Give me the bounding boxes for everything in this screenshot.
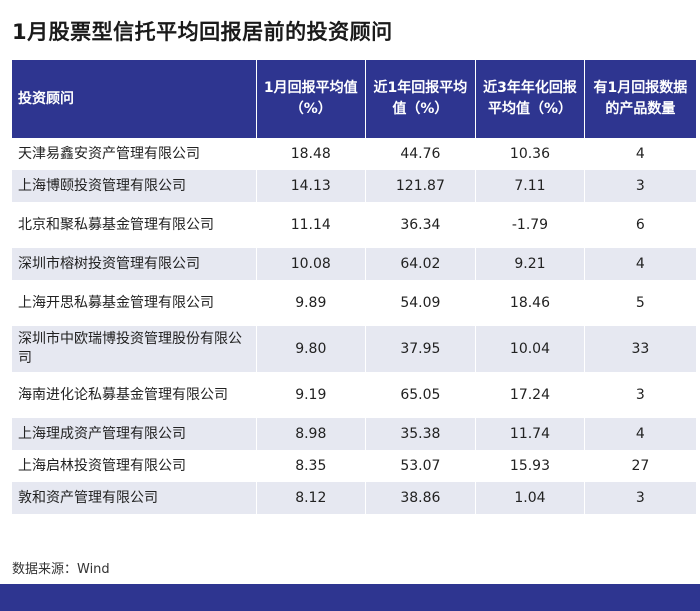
return-1m: 9.80 — [256, 326, 366, 372]
table-row: 敦和资产管理有限公司 8.12 38.86 1.04 3 — [12, 482, 696, 514]
advisor-name: 上海开思私募基金管理有限公司 — [12, 280, 257, 326]
advisor-name: 深圳市榕树投资管理有限公司 — [12, 248, 257, 280]
return-1y: 35.38 — [365, 418, 477, 450]
product-count: 33 — [584, 326, 696, 372]
bottom-bar — [0, 584, 700, 611]
return-3y: 9.21 — [475, 248, 585, 280]
product-count: 4 — [584, 418, 696, 450]
product-count: 4 — [584, 138, 696, 170]
return-1y: 65.05 — [365, 372, 477, 418]
table-row: 上海博颐投资管理有限公司 14.13 121.87 7.11 3 — [12, 170, 696, 202]
page-title: 1月股票型信托平均回报居前的投资顾问 — [12, 20, 393, 44]
table-row: 深圳市中欧瑞博投资管理股份有限公司 9.80 37.95 10.04 33 — [12, 326, 696, 372]
return-1y: 44.76 — [365, 138, 477, 170]
return-3y: 18.46 — [475, 280, 585, 326]
return-3y: 11.74 — [475, 418, 585, 450]
table-row: 上海启林投资管理有限公司 8.35 53.07 15.93 27 — [12, 450, 696, 482]
advisor-name: 上海理成资产管理有限公司 — [12, 418, 257, 450]
advisor-name: 上海博颐投资管理有限公司 — [12, 170, 257, 202]
table-row: 上海开思私募基金管理有限公司 9.89 54.09 18.46 5 — [12, 280, 696, 326]
return-3y: 7.11 — [475, 170, 585, 202]
advisor-name: 上海启林投资管理有限公司 — [12, 450, 257, 482]
return-1m: 9.19 — [256, 372, 366, 418]
return-3y: 17.24 — [475, 372, 585, 418]
product-count: 3 — [584, 170, 696, 202]
advisor-name: 深圳市中欧瑞博投资管理股份有限公司 — [12, 326, 257, 372]
product-count: 5 — [584, 280, 696, 326]
advisor-name: 天津易鑫安资产管理有限公司 — [12, 138, 257, 170]
return-1m: 10.08 — [256, 248, 366, 280]
header-advisor: 投资顾问 — [12, 60, 257, 138]
table-row: 天津易鑫安资产管理有限公司 18.48 44.76 10.36 4 — [12, 138, 696, 170]
product-count: 4 — [584, 248, 696, 280]
table-row: 海南进化论私募基金管理有限公司 9.19 65.05 17.24 3 — [12, 372, 696, 418]
return-1y: 36.34 — [365, 202, 477, 248]
return-1y: 54.09 — [365, 280, 477, 326]
return-1m: 11.14 — [256, 202, 366, 248]
header-1m-return: 1月回报平均值（%） — [256, 60, 366, 138]
table-header-row: 投资顾问 1月回报平均值（%） 近1年回报平均值（%） 近3年年化回报平均值（%… — [12, 60, 696, 138]
advisor-name: 北京和聚私募基金管理有限公司 — [12, 202, 257, 248]
return-3y: 15.93 — [475, 450, 585, 482]
table-row: 深圳市榕树投资管理有限公司 10.08 64.02 9.21 4 — [12, 248, 696, 280]
table-row: 上海理成资产管理有限公司 8.98 35.38 11.74 4 — [12, 418, 696, 450]
return-3y: 10.04 — [475, 326, 585, 372]
return-1y: 37.95 — [365, 326, 477, 372]
return-1m: 18.48 — [256, 138, 366, 170]
product-count: 3 — [584, 372, 696, 418]
return-3y: 1.04 — [475, 482, 585, 514]
return-1m: 8.35 — [256, 450, 366, 482]
product-count: 6 — [584, 202, 696, 248]
return-1y: 53.07 — [365, 450, 477, 482]
return-3y: -1.79 — [475, 202, 585, 248]
product-count: 27 — [584, 450, 696, 482]
advisor-name: 海南进化论私募基金管理有限公司 — [12, 372, 257, 418]
return-1y: 64.02 — [365, 248, 477, 280]
advisor-name: 敦和资产管理有限公司 — [12, 482, 257, 514]
return-1m: 14.13 — [256, 170, 366, 202]
table-row: 北京和聚私募基金管理有限公司 11.14 36.34 -1.79 6 — [12, 202, 696, 248]
product-count: 3 — [584, 482, 696, 514]
advisor-table: 投资顾问 1月回报平均值（%） 近1年回报平均值（%） 近3年年化回报平均值（%… — [12, 60, 696, 514]
return-1y: 38.86 — [365, 482, 477, 514]
return-3y: 10.36 — [475, 138, 585, 170]
return-1m: 8.12 — [256, 482, 366, 514]
header-product-count: 有1月回报数据的产品数量 — [584, 60, 696, 138]
data-source-note: 数据来源：Wind — [12, 562, 110, 577]
return-1m: 8.98 — [256, 418, 366, 450]
header-3y-return: 近3年年化回报平均值（%） — [475, 60, 585, 138]
header-1y-return: 近1年回报平均值（%） — [365, 60, 477, 138]
return-1y: 121.87 — [365, 170, 477, 202]
return-1m: 9.89 — [256, 280, 366, 326]
